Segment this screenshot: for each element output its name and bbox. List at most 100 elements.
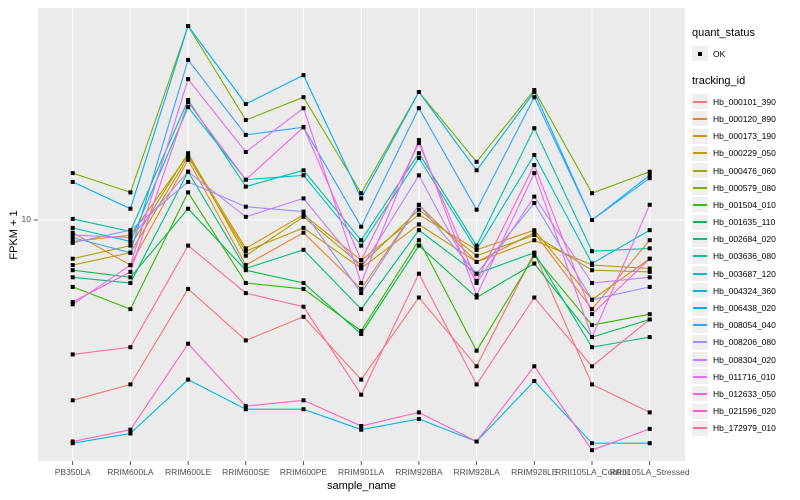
data-point [186, 154, 191, 159]
data-point [243, 214, 248, 219]
legend-item-label: Hb_000101_390 [713, 96, 776, 107]
legend-key-box [692, 180, 708, 196]
y-tick-label: 10 [21, 214, 31, 224]
data-point [301, 173, 306, 178]
legend-gap [692, 62, 798, 74]
data-point [590, 382, 594, 387]
legend-key-box [692, 214, 708, 230]
legend-key-box [692, 94, 708, 110]
legend-items-tracking-id: Hb_000101_390 Hb_000120_890 Hb_000173_190 H… [692, 93, 798, 437]
data-point [359, 243, 364, 248]
data-point [590, 249, 594, 254]
legend-item-label: Hb_002684_020 [713, 234, 776, 245]
data-point [532, 295, 537, 300]
legend-key-box [692, 111, 708, 127]
data-point [186, 179, 191, 184]
data-point [647, 441, 652, 446]
data-point [416, 138, 421, 142]
legend-key-box [692, 266, 708, 282]
data-point [416, 106, 421, 111]
data-point [243, 263, 248, 268]
x-tick-label: RRIM928LE [511, 467, 558, 477]
y-axis-title: FPKM + 1 [8, 210, 20, 260]
legend-key-box [692, 163, 708, 179]
legend-item-label: Hb_021596_020 [713, 406, 776, 417]
data-point [416, 238, 421, 243]
data-point [70, 302, 75, 307]
data-point [647, 246, 652, 251]
data-point [532, 261, 537, 266]
data-point [590, 261, 594, 266]
data-point [532, 238, 537, 243]
data-point [359, 377, 364, 382]
data-point [70, 225, 75, 230]
x-tick-label: RRIM928BA [395, 467, 443, 477]
data-point [128, 263, 133, 268]
data-point [532, 253, 537, 258]
data-point [590, 307, 594, 312]
data-point [474, 295, 479, 300]
legend-swatch-line [693, 392, 707, 395]
data-point [359, 224, 364, 229]
data-point [474, 279, 479, 283]
legend-item-Hb_012633_050: Hb_012633_050 [692, 385, 798, 402]
data-point [474, 364, 479, 369]
legend-item-label: Hb_000579_080 [713, 182, 776, 193]
data-point [128, 239, 133, 244]
data-point [590, 364, 594, 369]
data-point [243, 281, 248, 285]
legend-item-label: Hb_006438_020 [713, 303, 776, 314]
data-point [416, 207, 421, 212]
legend-swatch-line [693, 100, 707, 103]
data-point [359, 286, 364, 291]
data-point [474, 159, 479, 164]
legend-swatch-line [693, 289, 707, 292]
data-point [243, 118, 248, 123]
data-point [243, 338, 248, 343]
legend-title-tracking-id: tracking_id [692, 75, 746, 88]
legend-item-ok: OK [692, 45, 798, 62]
legend-item-label: Hb_003687_120 [713, 268, 776, 279]
legend-item-Hb_000476_060: Hb_000476_060 [692, 162, 798, 179]
data-point [359, 427, 364, 432]
legend-item-label: Hb_003636_080 [713, 251, 776, 262]
data-point [474, 253, 479, 258]
data-point [647, 238, 652, 243]
data-point [301, 106, 306, 111]
data-point [532, 171, 537, 176]
data-point [532, 364, 537, 369]
data-point [647, 275, 652, 280]
data-point [416, 295, 421, 300]
legend-item-Hb_004324_360: Hb_004324_360 [692, 282, 798, 299]
legend-key-box [692, 128, 708, 144]
data-point [70, 179, 75, 184]
data-point [647, 410, 652, 415]
data-point [301, 314, 306, 319]
legend-swatch-line [693, 307, 707, 310]
data-point [70, 439, 75, 444]
data-point [359, 258, 364, 263]
legend-item-Hb_000120_890: Hb_000120_890 [692, 110, 798, 127]
legend-key-box [692, 317, 708, 333]
legend-item-Hb_006438_020: Hb_006438_020 [692, 299, 798, 316]
data-point [532, 233, 537, 238]
data-point [243, 291, 248, 296]
data-point [416, 156, 421, 160]
data-point [359, 332, 364, 336]
data-point [416, 212, 421, 217]
legend-item-label: Hb_000120_890 [713, 113, 776, 124]
legend-item-label: Hb_000229_050 [713, 148, 776, 159]
data-point [301, 247, 306, 252]
data-point [647, 312, 652, 317]
data-point [70, 233, 75, 238]
data-point [359, 266, 364, 271]
data-point [243, 102, 248, 106]
legend-item-Hb_000173_190: Hb_000173_190 [692, 128, 798, 145]
data-point [301, 398, 306, 403]
data-point [474, 259, 479, 264]
data-point [186, 77, 191, 82]
data-point [301, 286, 306, 291]
data-point [590, 268, 594, 273]
data-point [647, 284, 652, 289]
